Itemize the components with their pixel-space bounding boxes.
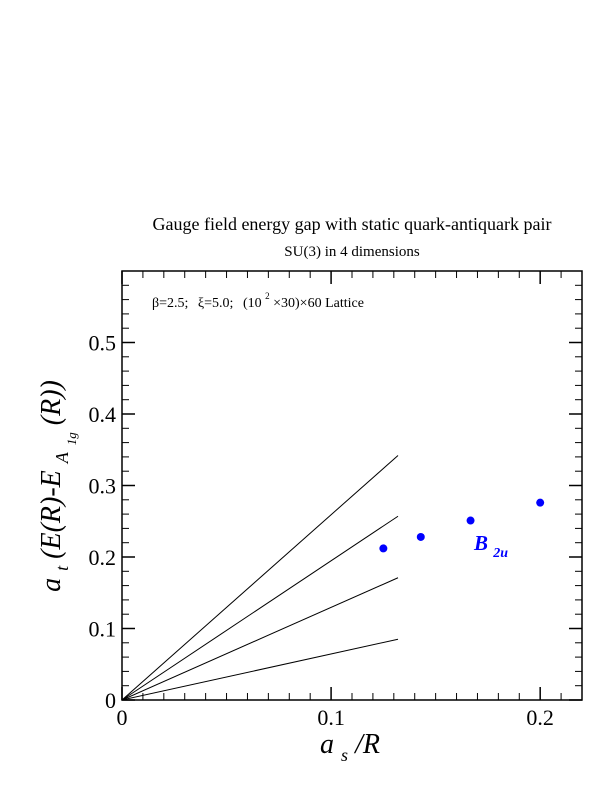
series-label-b2u: B 2u bbox=[473, 531, 508, 561]
series-label-main: B bbox=[473, 531, 488, 555]
major-ticks bbox=[121, 271, 582, 701]
x-tick-label: 0.2 bbox=[526, 705, 554, 730]
y-tick-labels: 0 0.1 0.2 0.3 0.4 0.5 bbox=[89, 331, 117, 714]
y-tick-label: 0.5 bbox=[89, 331, 117, 356]
y-tick-label: 0.3 bbox=[89, 474, 117, 499]
x-axis-label-tail: /R bbox=[353, 729, 380, 760]
reference-line bbox=[121, 638, 399, 701]
reference-lines bbox=[121, 455, 399, 701]
reference-line bbox=[121, 455, 399, 701]
annotation-beta: β=2.5; bbox=[152, 296, 188, 311]
y-axis-label-sub: t bbox=[52, 565, 72, 571]
x-axis-label-main: a bbox=[320, 729, 334, 760]
data-points bbox=[379, 498, 545, 553]
annotation-lattice-exp: 2 bbox=[265, 291, 270, 301]
plot-frame bbox=[121, 270, 583, 701]
y-axis-label-tail: (R)) bbox=[36, 380, 67, 425]
y-tick-label: 0.4 bbox=[89, 402, 117, 427]
y-axis-label: a t (E(R)-E A 1g (R)) bbox=[36, 380, 83, 592]
chart-subtitle: SU(3) in 4 dimensions bbox=[284, 244, 420, 260]
annotation-xi: ξ=5.0; bbox=[198, 296, 234, 311]
y-axis-label-sub2: A bbox=[52, 451, 72, 464]
minor-ticks bbox=[122, 270, 583, 700]
y-tick-label: 0.1 bbox=[89, 617, 117, 642]
x-axis-label-sub: s bbox=[341, 745, 348, 765]
annotation-lattice-base: (10 bbox=[243, 296, 262, 311]
y-axis-label-main: a bbox=[36, 578, 67, 592]
y-tick-label: 0.2 bbox=[89, 545, 117, 570]
y-axis-label-middle: (E(R)-E bbox=[36, 470, 67, 559]
reference-line bbox=[121, 515, 399, 701]
data-point bbox=[379, 544, 388, 553]
lattice-annotation: β=2.5; ξ=5.0; (10 2 ×30)×60 Lattice bbox=[152, 288, 364, 311]
x-tick-label: 0 bbox=[117, 705, 128, 730]
x-tick-labels: 0 0.1 0.2 bbox=[117, 705, 554, 730]
chart-title: Gauge field energy gap with static quark… bbox=[152, 214, 551, 234]
series-label-sub: 2u bbox=[492, 546, 508, 561]
y-tick-label: 0 bbox=[105, 688, 116, 713]
y-axis-label-sub3: 1g bbox=[64, 432, 79, 446]
data-point bbox=[536, 498, 545, 507]
data-point bbox=[466, 516, 475, 525]
reference-line bbox=[121, 577, 399, 701]
x-axis-label: a s /R bbox=[320, 729, 380, 768]
x-tick-label: 0.1 bbox=[317, 705, 345, 730]
annotation-lattice-tail: ×30)×60 Lattice bbox=[273, 296, 364, 311]
data-point bbox=[416, 532, 425, 541]
